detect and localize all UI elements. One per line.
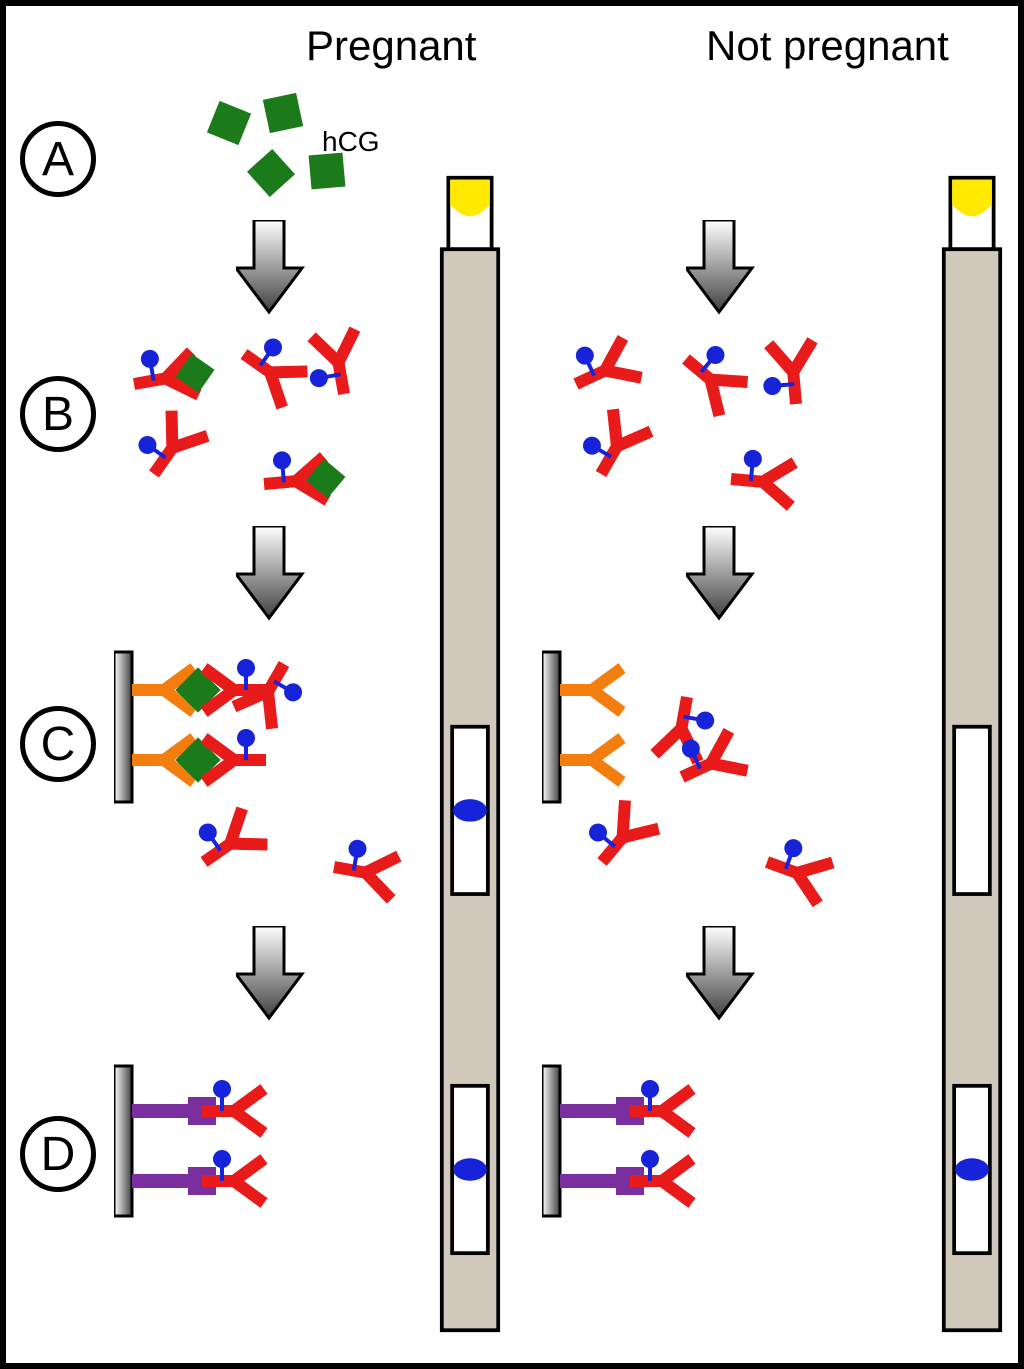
strip-not-pregnant xyxy=(940,174,1004,1334)
arrow-C-D-np xyxy=(686,926,756,1022)
strip-pregnant xyxy=(438,174,502,1334)
arrow-A-B-np xyxy=(686,220,756,316)
hcg-label: hCG xyxy=(322,126,380,158)
row-D-not-pregnant xyxy=(542,1056,862,1256)
step-label-B: B xyxy=(20,376,96,452)
diagram-container: Pregnant Not pregnant A B C D xyxy=(0,0,1024,1369)
header-not-pregnant: Not pregnant xyxy=(706,22,949,70)
arrow-A-B-preg xyxy=(236,220,306,316)
arrow-C-D-preg xyxy=(236,926,306,1022)
row-D-pregnant xyxy=(114,1056,434,1256)
arrow-B-C-preg xyxy=(236,526,306,622)
step-label-C: C xyxy=(20,706,96,782)
row-C-pregnant xyxy=(114,642,434,922)
step-label-D: D xyxy=(20,1116,96,1192)
row-B-pregnant xyxy=(114,324,434,534)
arrow-B-C-np xyxy=(686,526,756,622)
row-C-not-pregnant xyxy=(542,642,862,922)
row-B-not-pregnant xyxy=(546,324,866,534)
